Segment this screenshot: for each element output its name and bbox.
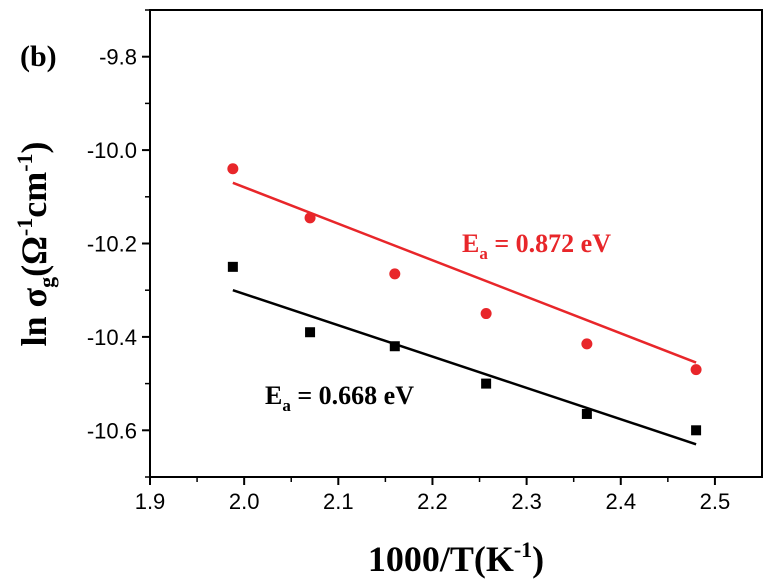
- x-tick-label: 2.0: [229, 489, 260, 514]
- data-point-black: [305, 327, 316, 338]
- annotation-black-fit: Ea = 0.668 eV: [265, 381, 414, 415]
- x-axis-title: 1000/T(K-1): [368, 537, 544, 579]
- data-point-black: [691, 425, 702, 436]
- annotation-black-sub: a: [282, 396, 291, 415]
- x-tick-label: 2.2: [417, 489, 448, 514]
- data-point-black: [227, 261, 238, 272]
- annotation-black-rest: = 0.668 eV: [291, 381, 414, 410]
- x-axis: 1.9 2.0 2.1 2.2 2.3 2.4 2.5: [135, 477, 731, 514]
- y-axis-title-sup2: -1: [12, 153, 37, 171]
- y-axis-title-mid: cm: [14, 172, 54, 218]
- x-tick-label: 2.1: [323, 489, 354, 514]
- data-point-red: [480, 308, 492, 320]
- chart-marks: [227, 163, 702, 446]
- y-tick-label: -10.6: [87, 418, 137, 443]
- y-tick-label: -10.4: [87, 325, 137, 350]
- x-axis-title-sup: -1: [514, 537, 532, 562]
- y-axis-title-sub: g: [34, 277, 59, 288]
- y-axis-title-sup1: -1: [12, 218, 37, 236]
- x-tick-label: 1.9: [135, 489, 166, 514]
- annotation-red-rest: = 0.872 eV: [488, 229, 611, 258]
- data-point-black: [481, 378, 492, 389]
- x-tick-label: 2.3: [511, 489, 542, 514]
- annotation-red-fit: Ea = 0.872 eV: [462, 229, 611, 263]
- y-axis-title: ln σg(Ω-1cm-1): [12, 141, 59, 346]
- data-point-black: [389, 341, 400, 352]
- data-point-red: [227, 163, 239, 175]
- y-axis-title-open: (Ω: [14, 236, 54, 277]
- y-tick-label: -10.2: [87, 232, 137, 257]
- data-point-black: [581, 408, 592, 419]
- data-point-red: [690, 364, 702, 376]
- plot-frame: [149, 9, 763, 478]
- fit-line-red: [232, 181, 697, 364]
- x-axis-title-end: ): [532, 539, 544, 579]
- y-tick-label: -9.8: [99, 45, 137, 70]
- annotation-black-main: E: [265, 381, 282, 410]
- x-tick-label: 2.5: [700, 489, 731, 514]
- x-tick-label: 2.4: [605, 489, 636, 514]
- y-axis: -10.6 -10.4 -10.2 -10.0 -9.8: [87, 9, 150, 478]
- panel-label: (b): [20, 40, 57, 73]
- data-point-red: [304, 212, 316, 224]
- y-tick-label: -10.0: [87, 138, 137, 163]
- x-axis-title-main: 1000/T(K: [368, 539, 514, 579]
- data-point-red: [581, 338, 593, 350]
- y-axis-title-prefix: ln σ: [14, 288, 54, 347]
- y-axis-title-close: ): [14, 141, 54, 153]
- annotation-red-sub: a: [479, 244, 488, 263]
- annotation-red-main: E: [462, 229, 479, 258]
- data-point-red: [389, 268, 401, 280]
- fit-line-black: [232, 289, 697, 446]
